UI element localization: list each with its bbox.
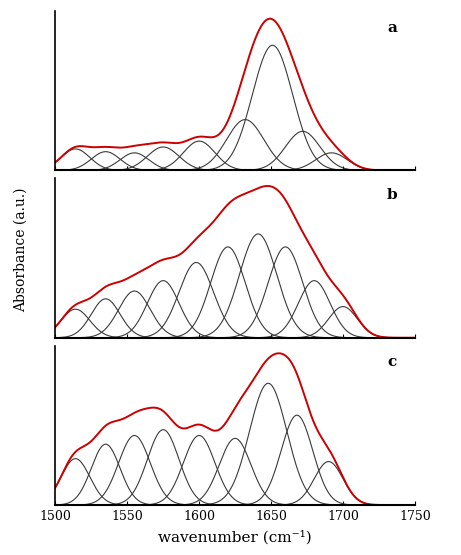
Text: c: c [388,355,397,369]
Text: Absorbance (a.u.): Absorbance (a.u.) [14,188,28,312]
Text: a: a [387,21,397,34]
X-axis label: wavenumber (cm⁻¹): wavenumber (cm⁻¹) [158,530,312,544]
Text: b: b [386,188,397,202]
